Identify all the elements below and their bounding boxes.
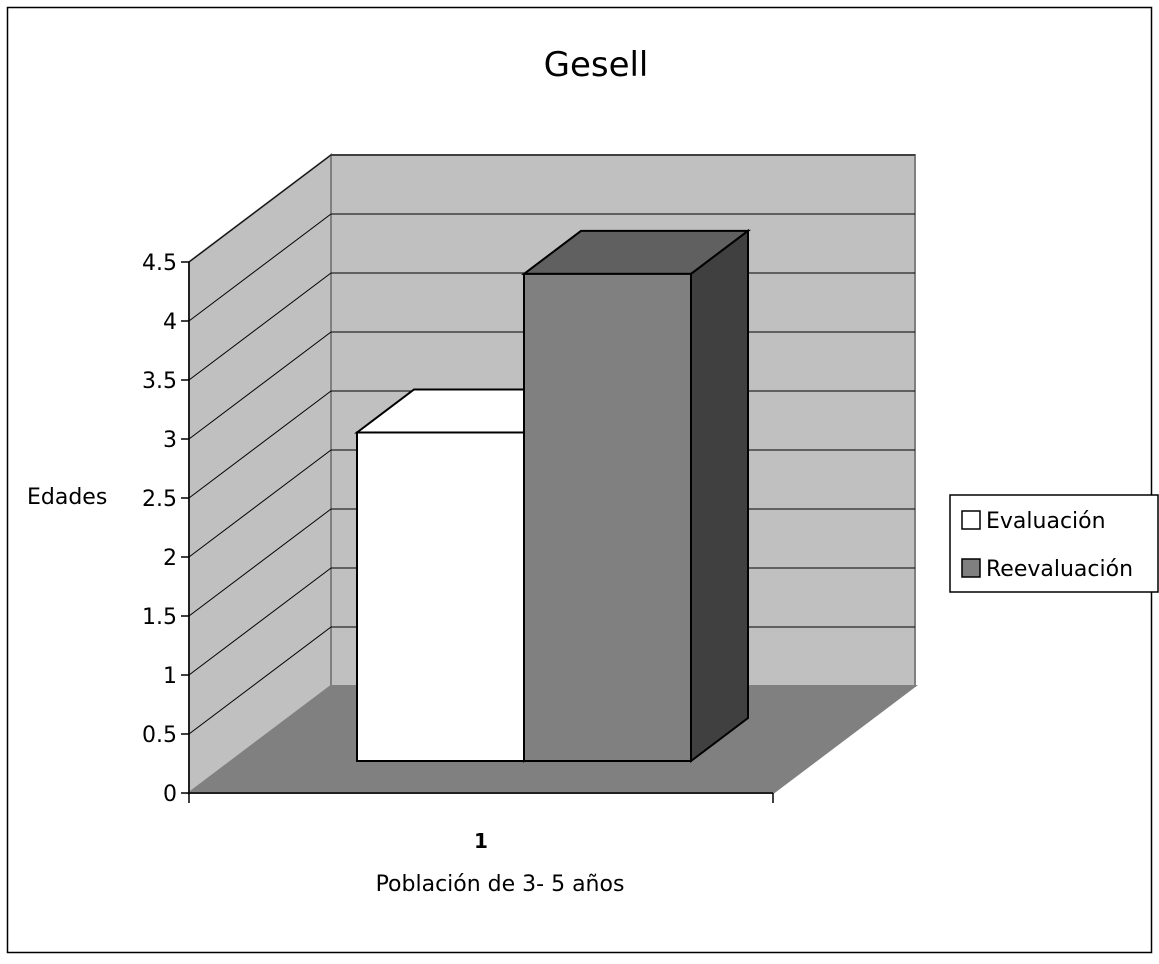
legend-label-reevaluacion: Reevaluación	[986, 557, 1133, 582]
bar-front-0	[356, 431, 525, 762]
y-axis-title: Edades	[27, 485, 107, 510]
y-tick-label-8: 4	[163, 310, 177, 335]
gridline-left-3	[188, 508, 332, 617]
legend-label-evaluacion: Evaluación	[986, 509, 1106, 534]
y-ticks: 0 0.5 1 1.5 2 2.5 3 3.5 4 4.5	[142, 251, 189, 807]
gridline-left-2	[188, 567, 332, 676]
legend-swatch-evaluacion	[961, 510, 981, 530]
x-axis-title: Población de 3- 5 años	[376, 872, 625, 897]
y-tick-label-4: 2	[163, 546, 177, 571]
gridline-left-1	[188, 626, 332, 735]
y-tick-label-7: 3.5	[142, 369, 177, 394]
gridline-left-5	[188, 390, 332, 499]
chart-title: Gesell	[544, 45, 649, 85]
gridline-left-6	[188, 331, 332, 440]
legend-box	[949, 494, 1159, 593]
left-wall	[188, 152, 332, 796]
y-tick-label-2: 1	[163, 664, 177, 689]
y-tick-label-9: 4.5	[142, 251, 177, 276]
bar-front-1	[523, 272, 692, 762]
y-tick-label-1: 0.5	[142, 723, 177, 748]
gridline-left-9	[188, 154, 332, 263]
legend-swatch-reevaluacion	[961, 558, 981, 578]
gridline-left-4	[188, 449, 332, 558]
y-tick-label-3: 1.5	[142, 605, 177, 630]
bars	[354, 228, 751, 764]
bar-side-1	[690, 228, 749, 764]
y-tick-label-5: 2.5	[142, 487, 177, 512]
gridline-left-7	[188, 272, 332, 381]
gridline-left-8	[188, 213, 332, 322]
y-tick-label-6: 3	[163, 428, 177, 453]
x-category-label: 1	[474, 829, 488, 853]
y-tick-label-0: 0	[163, 782, 177, 807]
legend: Evaluación Reevaluación	[949, 494, 1159, 593]
